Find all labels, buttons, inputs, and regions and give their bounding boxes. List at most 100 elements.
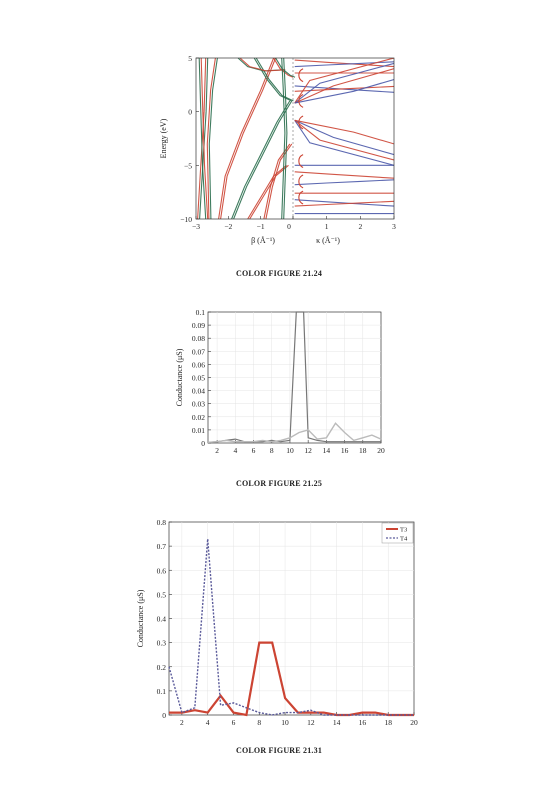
x-tick-label: 2	[215, 446, 219, 455]
x-tick-label: 16	[341, 446, 349, 455]
series-line-2	[207, 422, 382, 443]
y-axis-label: Conductance (μS)	[136, 589, 145, 647]
y-tick-label: 0.09	[192, 321, 205, 330]
y-tick-label: 0.04	[192, 387, 205, 396]
band-curve-left	[247, 164, 287, 219]
band-curve-left	[220, 58, 277, 219]
x-tick-label: 1	[325, 222, 329, 231]
band-curve-right	[294, 199, 394, 207]
conductance-chart-a: 0 0.01 0.02 0.03 0.04 0.05 0.06 0.07 0.08 0.09 0.1…	[175, 308, 385, 455]
x-tick-label: −3	[192, 222, 200, 231]
caption-fig-21-24: COLOR FIGURE 21.24	[235, 269, 323, 278]
band-curve-left	[197, 58, 207, 219]
band-curve-right	[294, 200, 394, 207]
x-tick-label: 14	[333, 718, 341, 727]
y-tick-label: 0.3	[157, 639, 167, 648]
band-arc	[298, 93, 304, 108]
series-line-1	[169, 641, 414, 717]
band-arc	[298, 68, 304, 83]
band-curve-left	[249, 164, 289, 219]
band-arc	[298, 115, 304, 130]
series-line-2	[168, 538, 414, 716]
x-tick-label: 4	[233, 446, 237, 455]
band-curve-left	[199, 58, 209, 219]
band-fan-down	[294, 119, 394, 145]
band-curve-right	[294, 59, 394, 68]
x-tick-label: 16	[359, 718, 367, 727]
y-tick-label: 0.6	[157, 566, 167, 575]
y-tick-label: −5	[184, 161, 192, 170]
y-tick-label: 0.7	[157, 542, 167, 551]
band-curve-left	[275, 58, 296, 78]
y-tick-label: 5	[188, 54, 192, 63]
series-line-1	[207, 311, 381, 443]
conductance-chart-b: 0 0.1 0.2 0.3 0.4 0.5 0.6 0.7 0.8 2 4 6 8 10 12 14 16 18 2…	[136, 518, 418, 727]
band-curve-left	[233, 100, 293, 219]
y-tick-label: 0	[162, 711, 166, 720]
band-curve-right	[294, 171, 394, 179]
x-tick-label: 3	[392, 222, 396, 231]
x-tick-label: 4	[206, 718, 210, 727]
band-fan-down	[294, 119, 394, 166]
y-tick-label: 0.05	[192, 374, 205, 383]
y-tick-label: 0.1	[157, 687, 167, 696]
band-fan-up	[294, 58, 394, 104]
band-fan-up	[294, 62, 394, 104]
band-curve-left	[239, 58, 286, 72]
legend-label-t3: T3	[400, 527, 407, 534]
x-tick-label: 18	[359, 446, 367, 455]
x-tick-label: 6	[232, 718, 236, 727]
band-curve-left	[255, 58, 294, 102]
band-fan-down	[294, 119, 394, 156]
y-axis-label: Conductance (μS)	[175, 348, 184, 406]
caption-fig-21-25: COLOR FIGURE 21.25	[235, 479, 323, 488]
y-tick-label: 0.1	[196, 308, 206, 317]
x-tick-label: 8	[257, 718, 261, 727]
x-tick-label: 10	[286, 446, 294, 455]
y-tick-label: 0.06	[192, 360, 205, 369]
band-fan-up	[294, 68, 394, 104]
x-tick-label: 2	[180, 718, 184, 727]
y-axis-label: Energy (eV)	[159, 118, 168, 158]
y-tick-label: −10	[180, 215, 192, 224]
y-tick-label: 0.8	[157, 518, 167, 527]
y-tick-label: 0.01	[192, 426, 205, 435]
y-tick-label: 0.07	[192, 347, 205, 356]
band-arc	[298, 154, 304, 168]
band-curve-right	[294, 179, 394, 186]
x-tick-label: 18	[384, 718, 392, 727]
band-lines	[197, 58, 394, 219]
x-tick-label: −2	[224, 222, 232, 231]
y-tick-label: 0.02	[192, 413, 205, 422]
band-curve-left	[200, 58, 209, 219]
band-arc	[298, 174, 304, 189]
x-tick-label: 8	[270, 446, 274, 455]
y-tick-label: 0	[201, 439, 205, 448]
x-tick-label: 2	[358, 222, 362, 231]
band-curve-left	[283, 58, 288, 219]
x-tick-label: −1	[257, 222, 265, 231]
caption-fig-21-31: COLOR FIGURE 21.31	[235, 746, 323, 755]
legend-label-t4: T4	[400, 536, 408, 543]
x-tick-label: 10	[281, 718, 289, 727]
band-curve-left	[218, 58, 275, 219]
y-tick-label: 0.4	[157, 615, 167, 624]
x-axis-label-right: κ (Å⁻¹)	[316, 236, 340, 245]
legend-box	[381, 522, 414, 544]
y-tick-label: 0.2	[157, 663, 167, 672]
x-tick-label: 12	[304, 446, 312, 455]
x-tick-label: 6	[252, 446, 256, 455]
x-axis-label-left: β (Å⁻¹)	[251, 236, 275, 245]
x-tick-label: 20	[377, 446, 385, 455]
band-fan-up	[294, 78, 394, 104]
y-tick-label: 0.5	[157, 590, 167, 599]
band-curve-left	[281, 58, 286, 219]
band-curve-left	[208, 58, 218, 219]
x-tick-label: 20	[410, 718, 418, 727]
x-tick-label: 0	[287, 222, 291, 231]
band-curve-left	[198, 58, 207, 219]
band-structure-chart: 50−5−10−3 −2 −1 0 1 2 3β (Å⁻¹) κ (Å⁻¹)Energy (e…	[159, 54, 396, 245]
plot-frame	[195, 57, 395, 220]
y-tick-label: 0.03	[192, 400, 205, 409]
